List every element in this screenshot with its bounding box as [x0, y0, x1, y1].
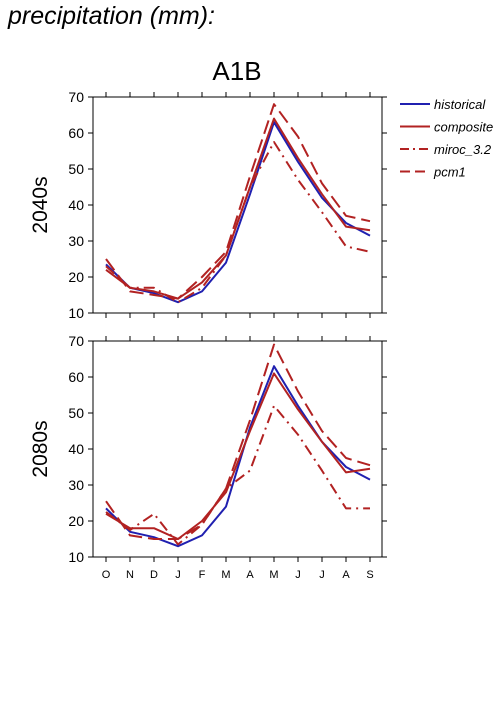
figure-heading: precipitation (mm): [8, 2, 215, 30]
panel-label: 2080s [29, 420, 52, 477]
legend: historical composite miroc_3.2 pcm1 [400, 97, 493, 180]
y-tick-label: 50 [68, 405, 84, 421]
x-tick-label: A [342, 569, 350, 581]
y-tick-label: 30 [68, 477, 84, 493]
x-tick-label: D [150, 569, 158, 581]
x-tick-label: M [221, 569, 230, 581]
y-tick-label: 40 [68, 197, 84, 213]
x-tick-label: F [199, 569, 206, 581]
y-tick-label: 20 [68, 269, 84, 285]
legend-label: pcm1 [433, 165, 466, 180]
y-tick-label: 60 [68, 369, 84, 385]
series-line-composite [105, 117, 371, 300]
series-line-composite [105, 372, 371, 540]
plot-frame [92, 340, 383, 558]
legend-label: miroc_3.2 [434, 142, 492, 157]
legend-label: historical [434, 97, 486, 112]
y-tick-label: 70 [68, 333, 84, 349]
x-tick-label: J [175, 569, 181, 581]
y-tick-label: 70 [68, 89, 84, 105]
y-tick-label: 50 [68, 161, 84, 177]
x-tick-label: J [295, 569, 301, 581]
y-tick-label: 10 [68, 549, 84, 565]
y-tick-label: 40 [68, 441, 84, 457]
y-tick-label: 60 [68, 125, 84, 141]
legend-item-composite: composite [400, 120, 493, 135]
x-tick-label: N [126, 569, 134, 581]
panel-2040s: 10 20 30 40 50 60 70 2040s [29, 89, 387, 321]
legend-item-miroc_3.2: miroc_3.2 [400, 142, 492, 157]
series-line-pcm1 [105, 103, 371, 300]
x-tick-label: S [366, 569, 373, 581]
legend-item-historical: historical [400, 97, 486, 112]
legend-label: composite [434, 120, 493, 135]
y-tick-label: 30 [68, 233, 84, 249]
series-line-miroc_3.2 [105, 141, 371, 304]
x-tick-label: J [319, 569, 325, 581]
series-line-pcm1 [105, 343, 371, 540]
panel-label: 2040s [29, 176, 52, 233]
x-tick-label: O [102, 569, 111, 581]
y-tick-label: 20 [68, 513, 84, 529]
panel-2080s: 10 20 30 40 50 60 70 O N D J F M A M J J A S 2080s [29, 333, 387, 581]
y-tick-label: 10 [68, 305, 84, 321]
chart-title: A1B [212, 56, 261, 86]
series-line-historical [105, 121, 371, 304]
panels-layer: 10 20 30 40 50 60 70 2040s 10 20 30 40 50 60 70 O N D J F M A… [29, 89, 387, 581]
series-line-miroc_3.2 [105, 404, 370, 546]
x-tick-label: M [269, 569, 278, 581]
legend-item-pcm1: pcm1 [400, 165, 466, 180]
x-tick-label: A [246, 569, 254, 581]
